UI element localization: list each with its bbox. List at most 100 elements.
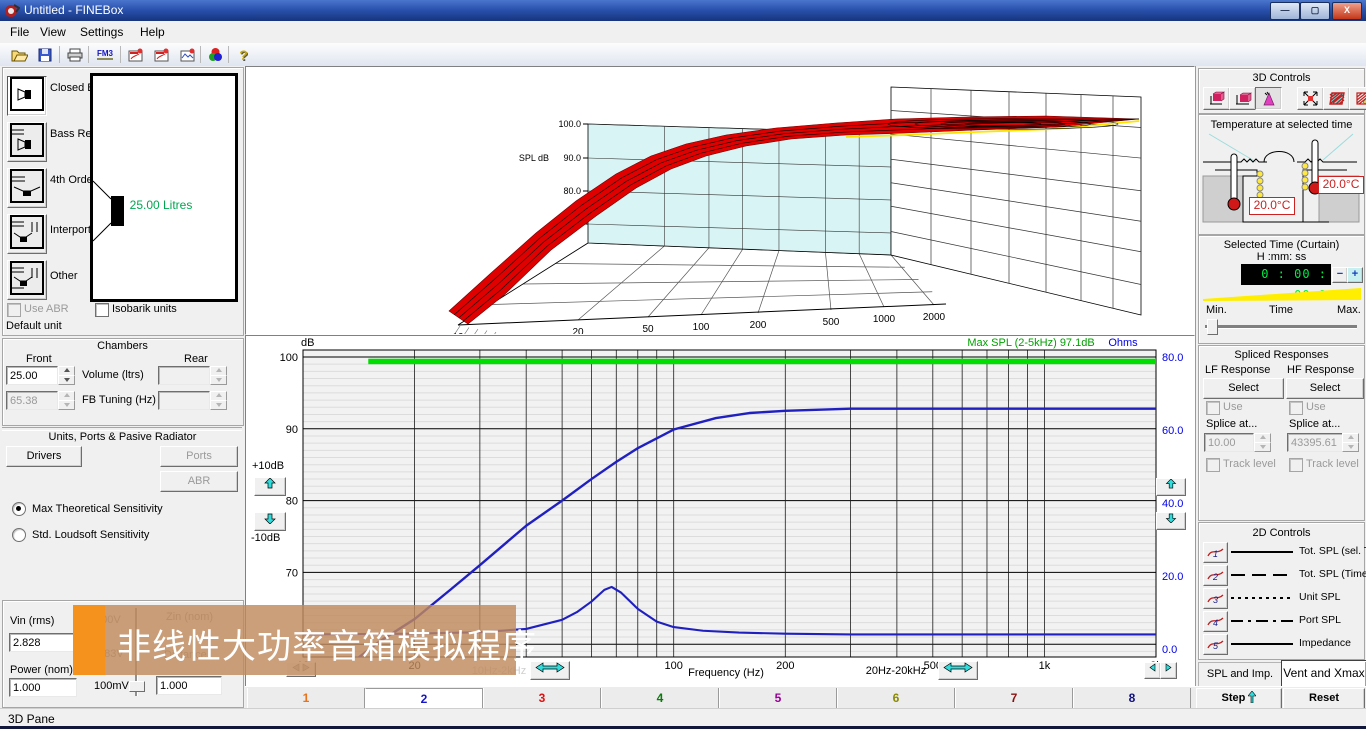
rear-fb-input[interactable] bbox=[158, 391, 210, 410]
vin-input[interactable] bbox=[9, 633, 77, 652]
svg-text:Frequency (Hz): Frequency (Hz) bbox=[688, 667, 764, 679]
rotate-3d-right-icon[interactable] bbox=[1229, 87, 1256, 110]
box-type-interport-button[interactable] bbox=[7, 214, 47, 254]
time-power-wedge bbox=[1203, 288, 1361, 301]
use-abr-checkbox[interactable] bbox=[7, 303, 21, 317]
time-slider-handle[interactable] bbox=[1207, 319, 1218, 335]
pane-2d[interactable]: dB 100 90 80 70 80.0 60.0 40.0 20.0 0.0 Max SPL (2… bbox=[245, 335, 1195, 688]
selected-time-group: Selected Time (Curtain) H :mm: ss 0 : 00… bbox=[1198, 235, 1365, 344]
drivers-button[interactable]: Drivers bbox=[6, 446, 82, 467]
surface-fill-icon[interactable] bbox=[1323, 87, 1350, 110]
menu-help[interactable]: Help bbox=[140, 25, 165, 39]
front-volume-input[interactable] bbox=[6, 366, 58, 385]
tab-8[interactable]: 8 bbox=[1073, 688, 1191, 708]
range-full-button[interactable] bbox=[938, 661, 978, 680]
tab-4[interactable]: 4 bbox=[601, 688, 719, 708]
lf-track-checkbox[interactable] bbox=[1206, 458, 1220, 472]
box-type-bandpass-button[interactable] bbox=[7, 168, 47, 208]
legend-label-4: Port SPL bbox=[1299, 614, 1342, 626]
scroll-right-button[interactable] bbox=[1160, 662, 1177, 679]
hf-track-checkbox[interactable] bbox=[1289, 458, 1303, 472]
power-input[interactable] bbox=[9, 678, 77, 697]
box-type-other-button[interactable] bbox=[7, 260, 47, 300]
scroll-left-button[interactable] bbox=[1144, 662, 1161, 679]
tab-5[interactable]: 5 bbox=[719, 688, 837, 708]
graph-tab-bar: 1 2 3 4 5 6 7 8 Step Reset bbox=[245, 686, 1366, 710]
hf-splice-spinner[interactable] bbox=[1342, 433, 1359, 452]
rear-fb-spinner[interactable] bbox=[210, 391, 227, 410]
db-shift-down-button[interactable] bbox=[254, 512, 286, 531]
lf-select-button[interactable]: Select bbox=[1203, 378, 1284, 399]
menu-file[interactable]: File bbox=[10, 25, 30, 39]
export-graph2-icon[interactable] bbox=[150, 44, 173, 65]
curve-2-toggle[interactable]: 2 bbox=[1203, 565, 1228, 586]
max-theoretical-radio[interactable] bbox=[12, 502, 26, 516]
time-minus-button[interactable]: − bbox=[1332, 267, 1348, 283]
save-icon[interactable] bbox=[33, 44, 56, 65]
tab-7[interactable]: 7 bbox=[955, 688, 1073, 708]
vent-xmax-button[interactable]: Vent and Xmax bbox=[1281, 660, 1366, 688]
front-fb-spinner[interactable] bbox=[58, 391, 75, 410]
hf-use-checkbox[interactable] bbox=[1289, 401, 1303, 415]
time-plus-button[interactable]: + bbox=[1347, 267, 1363, 283]
minimize-button[interactable]: — bbox=[1270, 2, 1300, 20]
ohm-shift-down-button[interactable] bbox=[1156, 512, 1186, 530]
menu-settings[interactable]: Settings bbox=[80, 25, 124, 39]
range-low-button[interactable] bbox=[530, 661, 570, 680]
print-icon[interactable] bbox=[63, 44, 86, 65]
step-button[interactable]: Step bbox=[1196, 688, 1282, 710]
box-type-other-label: Other bbox=[50, 270, 78, 282]
lf-splice-spinner[interactable] bbox=[1254, 433, 1271, 452]
legend-line-4 bbox=[1231, 620, 1293, 622]
hf-splice-input[interactable] bbox=[1287, 433, 1343, 452]
curve-5-toggle[interactable]: 5 bbox=[1203, 634, 1228, 655]
lf-use-checkbox[interactable] bbox=[1206, 401, 1220, 415]
spl-imp-button[interactable]: SPL and Imp. bbox=[1198, 662, 1282, 688]
tab-6[interactable]: 6 bbox=[837, 688, 955, 708]
ports-button[interactable]: Ports bbox=[160, 446, 238, 467]
time-slider-track[interactable] bbox=[1205, 325, 1357, 329]
legend-label-2: Tot. SPL (Time = 0) bbox=[1299, 568, 1366, 580]
zoom-extents-icon[interactable] bbox=[1297, 87, 1324, 110]
rear-volume-input[interactable] bbox=[158, 366, 210, 385]
maximize-button[interactable]: ▢ bbox=[1300, 2, 1330, 20]
pane-3d[interactable]: 10205010020050010002000100.090.080.070.0… bbox=[245, 66, 1195, 343]
isobarik-checkbox[interactable] bbox=[95, 303, 109, 317]
power-label: Power (nom) bbox=[10, 664, 73, 676]
box-type-bassreflex-button[interactable] bbox=[7, 122, 47, 162]
reset-button[interactable]: Reset bbox=[1283, 688, 1365, 710]
ohm-shift-up-button[interactable] bbox=[1156, 478, 1186, 496]
abr-button[interactable]: ABR bbox=[160, 471, 238, 492]
tab-3[interactable]: 3 bbox=[483, 688, 601, 708]
distance-input[interactable] bbox=[156, 676, 222, 695]
fm3-export-icon[interactable]: FM3 bbox=[97, 49, 113, 60]
tab-2[interactable]: 2 bbox=[365, 688, 483, 709]
front-volume-spinner[interactable] bbox=[58, 366, 75, 385]
db-shift-up-button[interactable] bbox=[254, 477, 286, 496]
front-fb-input[interactable] bbox=[6, 391, 58, 410]
curve-1-toggle[interactable]: 1 bbox=[1203, 542, 1228, 563]
colors-icon[interactable] bbox=[204, 44, 227, 65]
export-image-icon[interactable] bbox=[176, 44, 199, 65]
cone-view-icon[interactable] bbox=[1255, 87, 1282, 110]
std-loudsoft-radio[interactable] bbox=[12, 528, 26, 542]
curve-4-toggle[interactable]: 4 bbox=[1203, 611, 1228, 632]
curve-3-toggle[interactable]: 3 bbox=[1203, 588, 1228, 609]
box-type-closed-button[interactable] bbox=[7, 76, 47, 116]
open-icon[interactable] bbox=[8, 44, 31, 65]
tab-1[interactable]: 1 bbox=[247, 688, 365, 708]
rotate-3d-left-icon[interactable] bbox=[1203, 87, 1230, 110]
svg-text:Max SPL (2-5kHz) 97.1dB: Max SPL (2-5kHz) 97.1dB bbox=[967, 337, 1094, 349]
spliced-title: Spliced Responses bbox=[1234, 349, 1329, 361]
vin-slider-handle[interactable] bbox=[129, 681, 145, 692]
surface-edit-icon[interactable] bbox=[1349, 87, 1366, 110]
lf-splice-input[interactable] bbox=[1204, 433, 1254, 452]
help-icon[interactable]: ? bbox=[239, 46, 248, 63]
title-bar[interactable]: Untitled - FINEBox — ▢ X bbox=[0, 0, 1366, 21]
close-button[interactable]: X bbox=[1332, 2, 1362, 20]
hf-select-button[interactable]: Select bbox=[1286, 378, 1364, 399]
rear-volume-spinner[interactable] bbox=[210, 366, 227, 385]
menu-view[interactable]: View bbox=[40, 25, 66, 39]
isobarik-label: Isobarik units bbox=[112, 303, 177, 315]
export-graph1-icon[interactable] bbox=[124, 44, 147, 65]
